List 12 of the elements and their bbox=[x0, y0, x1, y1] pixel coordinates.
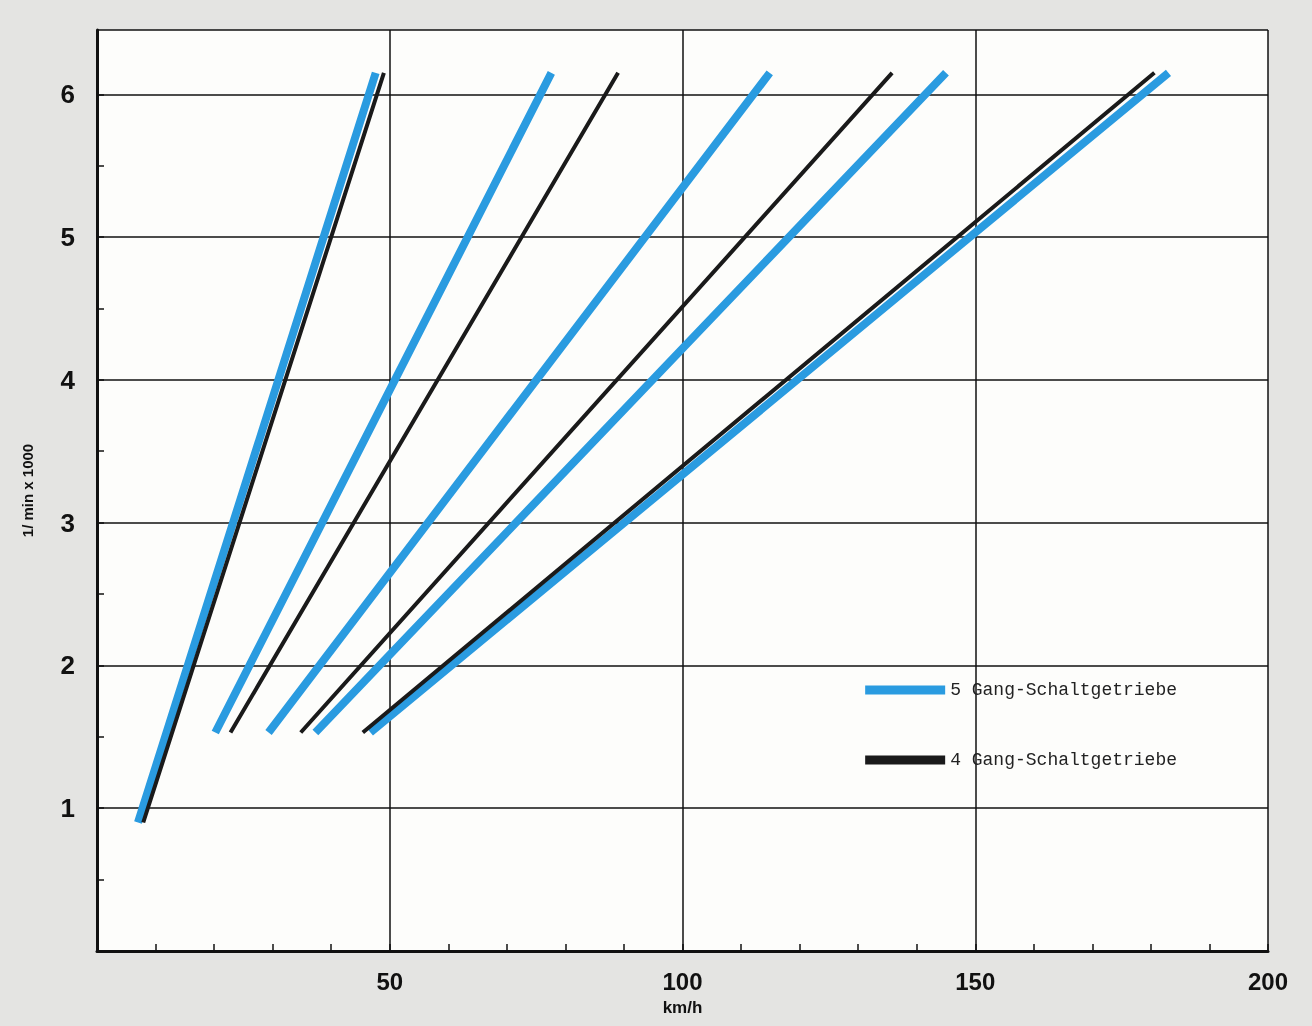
y-tick-label: 2 bbox=[60, 650, 75, 681]
y-axis-title: 1/ min x 1000 bbox=[19, 443, 36, 538]
y-tick-label: 3 bbox=[60, 507, 75, 538]
x-tick-label: 100 bbox=[662, 967, 703, 995]
x-tick-label: 200 bbox=[1247, 967, 1289, 995]
x-tick-label: 150 bbox=[955, 967, 996, 995]
y-tick-label: 6 bbox=[60, 79, 75, 110]
x-axis-title: km/h bbox=[662, 998, 703, 1017]
y-tick-label: 4 bbox=[60, 364, 76, 395]
y-tick-label: 5 bbox=[60, 222, 75, 253]
x-tick-label: 50 bbox=[376, 967, 404, 995]
y-tick-label: 1 bbox=[60, 793, 75, 824]
